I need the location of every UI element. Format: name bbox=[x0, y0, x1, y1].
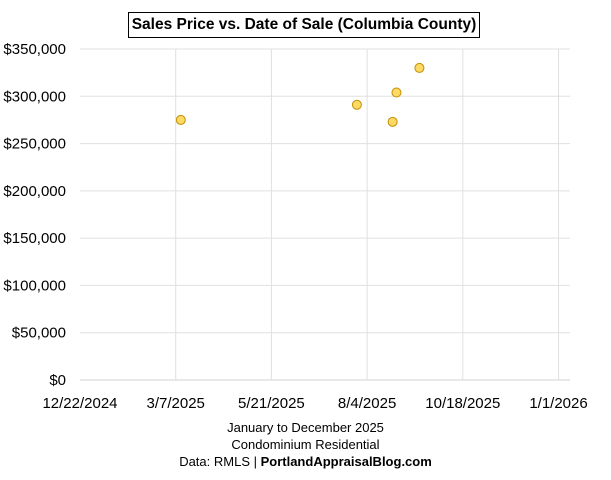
chart-title: Sales Price vs. Date of Sale (Columbia C… bbox=[128, 12, 480, 38]
y-tick-label: $0 bbox=[49, 372, 66, 389]
x-axis-label-type: Condominium Residential bbox=[231, 437, 380, 452]
source-brand: PortlandAppraisalBlog.com bbox=[260, 454, 432, 469]
x-axis-label-period: January to December 2025 bbox=[227, 420, 384, 435]
y-tick-label: $200,000 bbox=[3, 183, 66, 200]
x-tick-label: 12/22/2024 bbox=[42, 395, 117, 412]
x-tick-label: 8/4/2025 bbox=[338, 395, 396, 412]
y-tick-label: $250,000 bbox=[3, 136, 66, 153]
y-tick-label: $100,000 bbox=[3, 277, 66, 294]
x-tick-label: 10/18/2025 bbox=[425, 395, 500, 412]
data-point bbox=[387, 116, 398, 127]
y-tick-label: $150,000 bbox=[3, 230, 66, 247]
source-line: Data: RMLS | PortlandAppraisalBlog.com bbox=[0, 453, 611, 470]
data-point bbox=[414, 62, 425, 73]
x-tick-label: 3/7/2025 bbox=[147, 395, 205, 412]
y-tick-label: $350,000 bbox=[3, 41, 66, 58]
y-tick-label: $300,000 bbox=[3, 88, 66, 105]
data-point bbox=[391, 87, 402, 98]
y-tick-label: $50,000 bbox=[12, 325, 66, 342]
data-point bbox=[351, 99, 362, 110]
x-tick-label: 5/21/2025 bbox=[238, 395, 305, 412]
data-point bbox=[175, 114, 186, 125]
source-prefix: Data: RMLS | bbox=[179, 454, 261, 469]
x-tick-label: 1/1/2026 bbox=[529, 395, 587, 412]
